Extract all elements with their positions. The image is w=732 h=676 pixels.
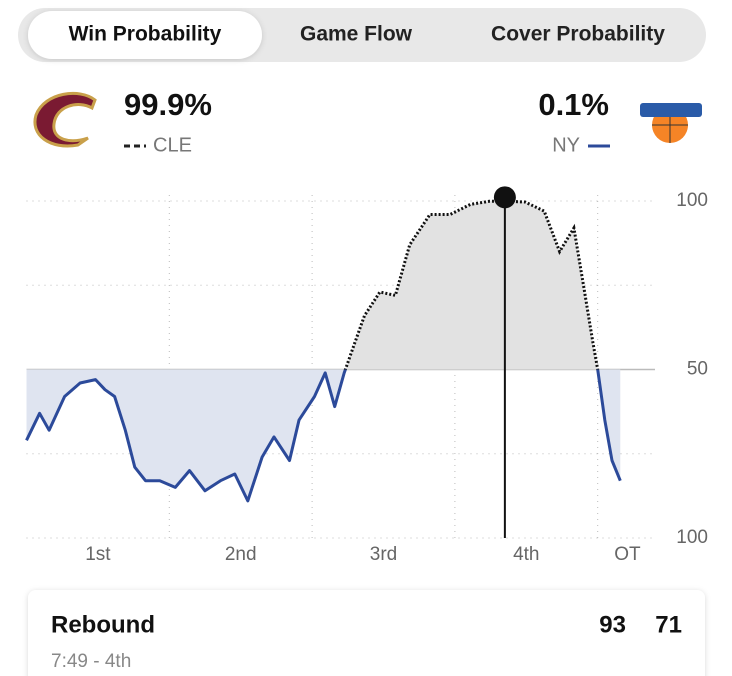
- x-tick-label: 4th: [513, 544, 539, 565]
- team-pct: 99.9%: [124, 87, 212, 122]
- y-tick-label: 100: [676, 527, 708, 548]
- marker-dot: [493, 186, 516, 209]
- y-tick-label: 50: [687, 359, 708, 380]
- play-time: 7:49 - 4th: [51, 651, 131, 672]
- tab[interactable]: Game Flow: [300, 23, 413, 46]
- play-card: [28, 590, 705, 676]
- x-tick-label: 1st: [85, 544, 111, 565]
- cle-logo: [33, 91, 97, 148]
- team-abbr: CLE: [153, 134, 192, 156]
- area-above: [26, 201, 621, 370]
- tab[interactable]: Cover Probability: [491, 23, 665, 46]
- y-tick-label: 100: [676, 190, 708, 211]
- line-below: [25, 369, 622, 503]
- area-below: [26, 369, 621, 501]
- x-tick-label: 3rd: [370, 544, 397, 565]
- tab[interactable]: Win Probability: [69, 23, 222, 46]
- team-abbr: NY: [552, 134, 580, 156]
- active-tab[interactable]: [28, 11, 262, 59]
- team-pct: 0.1%: [538, 87, 609, 122]
- score: 71: [655, 611, 682, 638]
- plot: 100 50 100 1st 2nd 3rd 4th OT: [25, 186, 708, 565]
- play-title: Rebound: [51, 611, 155, 638]
- x-tick-label: OT: [614, 544, 641, 565]
- x-tick-label: 2nd: [225, 544, 257, 565]
- ny-logo: [640, 103, 702, 143]
- score: 93: [599, 611, 626, 638]
